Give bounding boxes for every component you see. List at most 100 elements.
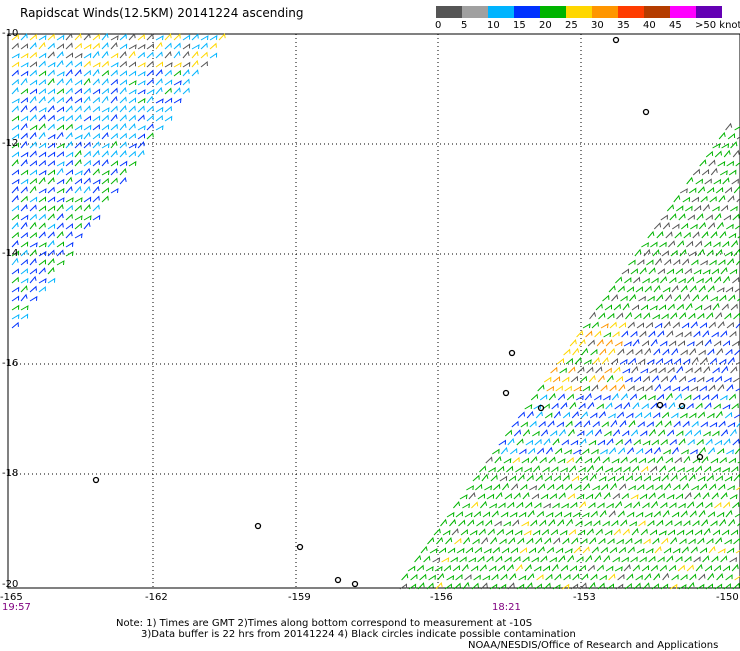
- wind-barb: [514, 430, 520, 436]
- wind-barb: [39, 268, 45, 274]
- wind-barb: [21, 98, 27, 103]
- wind-barb: [420, 575, 426, 580]
- y-label--20: -20: [2, 579, 18, 590]
- wind-barb: [569, 466, 575, 472]
- wind-barb: [714, 404, 721, 409]
- wind-barb: [564, 450, 571, 454]
- wind-barb: [30, 243, 37, 247]
- wind-barb: [585, 522, 592, 526]
- wind-barb: [594, 457, 600, 463]
- wind-barb: [544, 378, 551, 382]
- wind-barb: [637, 387, 644, 391]
- wind-barb: [617, 313, 623, 319]
- wind-barb: [183, 70, 189, 76]
- wind-barb: [30, 269, 36, 274]
- wind-barb: [111, 189, 118, 193]
- wind-barb: [723, 566, 729, 571]
- wind-barb: [48, 206, 55, 211]
- wind-barb: [724, 216, 731, 220]
- wind-barb: [614, 529, 620, 535]
- wind-barb: [631, 557, 638, 562]
- wind-barb: [165, 107, 171, 112]
- wind-barb: [639, 297, 646, 301]
- wind-barb: [84, 152, 90, 157]
- wind-barb: [567, 395, 573, 401]
- wind-barb: [657, 232, 663, 238]
- wind-barb: [577, 431, 584, 436]
- wind-barb: [12, 306, 19, 310]
- wind-barb: [682, 323, 689, 328]
- wind-barb: [627, 287, 633, 292]
- wind-barb: [687, 404, 693, 409]
- wind-barb: [663, 574, 669, 580]
- wind-barb: [120, 162, 127, 166]
- wind-barb: [554, 476, 560, 481]
- wind-barb: [12, 125, 19, 130]
- wind-barb: [514, 493, 520, 499]
- wind-barb: [720, 171, 727, 175]
- wind-barb: [30, 179, 36, 184]
- wind-barb: [621, 520, 627, 526]
- wind-barb: [66, 61, 72, 67]
- wind-barb: [650, 306, 657, 310]
- wind-barb: [648, 297, 655, 301]
- wind-barb: [30, 142, 36, 148]
- wind-barb: [731, 367, 737, 373]
- wind-barb: [525, 565, 531, 571]
- wind-barb: [417, 566, 423, 571]
- wind-barb: [93, 216, 100, 220]
- wind-barb: [444, 566, 450, 571]
- wind-barb: [66, 252, 73, 256]
- wind-barb: [660, 503, 667, 508]
- wind-barb: [674, 422, 680, 427]
- wind-barb: [561, 566, 567, 571]
- wind-barb: [641, 305, 648, 310]
- wind-barb: [702, 520, 708, 526]
- wind-barb: [726, 288, 733, 293]
- wind-barb: [21, 180, 28, 184]
- wind-barb: [586, 431, 592, 436]
- wind-barb: [627, 350, 633, 355]
- wind-barb: [707, 539, 713, 544]
- wind-barb: [563, 476, 569, 481]
- wind-barb: [536, 538, 542, 544]
- wind-barb: [730, 558, 737, 562]
- wind-barb: [581, 539, 587, 544]
- wind-barb: [715, 377, 721, 382]
- wind-barb: [531, 457, 537, 463]
- wind-barb: [21, 197, 27, 202]
- wind-barb: [554, 538, 560, 544]
- wind-barb: [39, 189, 46, 193]
- wind-barb: [509, 538, 515, 544]
- wind-barb: [509, 476, 516, 481]
- wind-barb: [701, 358, 707, 364]
- wind-barb: [550, 558, 557, 562]
- wind-barb: [699, 511, 705, 517]
- wind-barb: [700, 387, 707, 392]
- time-left: 19:57: [2, 602, 31, 613]
- wind-barb: [679, 377, 685, 382]
- wind-barb: [641, 467, 647, 472]
- wind-barb: [12, 44, 18, 49]
- wind-barb: [527, 476, 533, 481]
- wind-barb: [408, 567, 415, 571]
- wind-barb: [707, 188, 714, 193]
- wind-barb: [129, 106, 135, 112]
- wind-barb: [57, 36, 64, 40]
- wind-barb: [567, 458, 574, 463]
- wind-barb: [12, 170, 19, 175]
- wind-barb: [662, 251, 668, 256]
- wind-barb: [84, 126, 91, 130]
- wind-barb: [496, 557, 502, 562]
- wind-barb: [588, 566, 594, 571]
- wind-barb: [703, 331, 709, 337]
- time-center: 18:21: [492, 602, 521, 613]
- wind-barb: [129, 98, 136, 103]
- wind-barb: [712, 493, 718, 499]
- wind-barb: [210, 36, 217, 40]
- wind-barb: [624, 504, 631, 509]
- wind-barb: [30, 297, 37, 301]
- wind-barb: [39, 260, 46, 265]
- wind-barb: [698, 412, 704, 418]
- wind-barb: [671, 414, 678, 419]
